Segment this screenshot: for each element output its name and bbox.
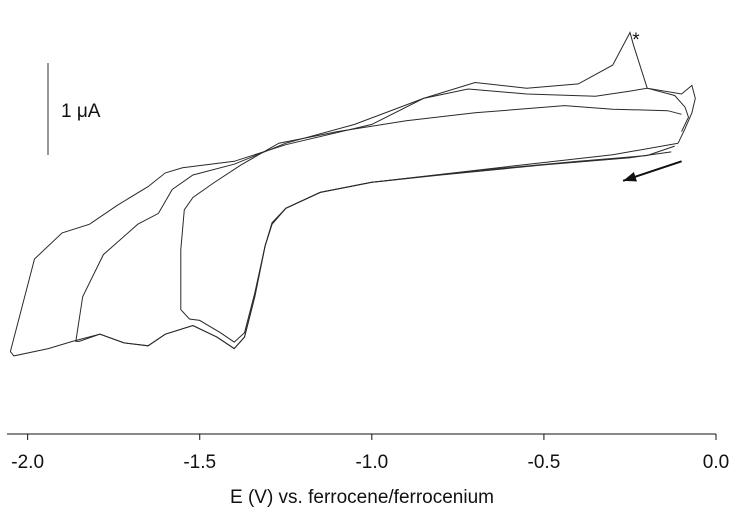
scan-direction-arrow xyxy=(622,160,682,182)
arrow-head xyxy=(623,171,637,182)
cv-trace-1 xyxy=(180,105,682,343)
voltammogram-traces xyxy=(9,31,696,357)
x-axis: -2.0 -1.5 -1.0 -0.5 0.0 xyxy=(7,433,729,473)
peak-annotation-asterisk: * xyxy=(632,30,640,51)
x-tick-label: -1.0 xyxy=(355,452,388,473)
current-scale-bar: 1 μA xyxy=(47,63,101,155)
x-tick-label: -1.5 xyxy=(183,452,216,473)
x-tick-label: 0.0 xyxy=(703,452,729,473)
cv-trace-3 xyxy=(9,31,696,357)
x-tick-label: -0.5 xyxy=(528,452,561,473)
cv-trace-2 xyxy=(75,87,690,350)
x-tick-label: -2.0 xyxy=(11,452,44,473)
scale-bar-label: 1 μA xyxy=(61,101,101,122)
x-axis-title: E (V) vs. ferrocene/ferrocenium xyxy=(230,487,494,508)
